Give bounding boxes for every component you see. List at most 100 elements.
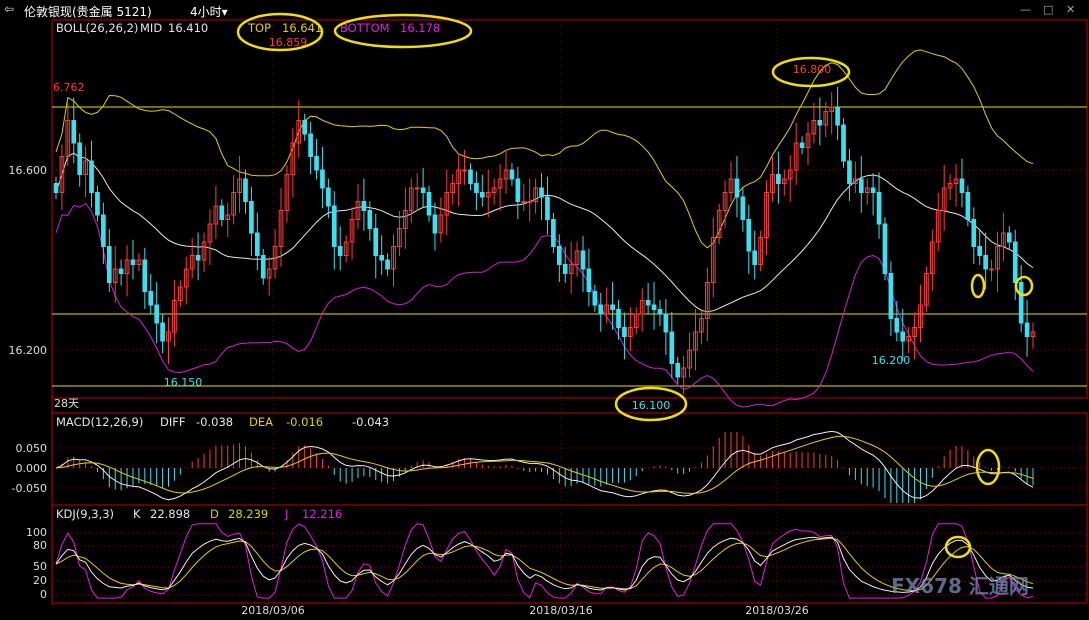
candle-body <box>89 160 94 193</box>
candle-body <box>414 187 420 190</box>
candle-body <box>651 304 657 310</box>
kdj-header-item: 22.898 <box>150 507 190 521</box>
candle-body <box>474 183 479 193</box>
candle-body <box>657 309 663 315</box>
period-selector[interactable]: 4小时▾ <box>190 5 228 19</box>
candle-body <box>154 304 159 324</box>
candle-body <box>373 228 379 256</box>
close-icon[interactable]: ✕ <box>1066 3 1076 16</box>
candle-body <box>740 196 746 220</box>
arrow-left-icon[interactable]: ⇦ <box>4 2 15 16</box>
minimize-icon[interactable]: — <box>1020 3 1031 16</box>
candle-body <box>616 309 621 328</box>
macd-header-item: -0.016 <box>286 415 323 429</box>
candle-body <box>787 169 793 180</box>
candle-body <box>995 246 1000 270</box>
candle-body <box>272 246 278 270</box>
candle-body <box>716 210 722 238</box>
candle-body <box>663 313 669 333</box>
candle-body <box>213 205 219 225</box>
boll-label: BOLL(26,26,2) <box>56 21 138 35</box>
candle-body <box>983 255 988 270</box>
candle-body <box>320 169 325 189</box>
candle-body <box>101 214 106 247</box>
candle-body <box>349 219 355 243</box>
macd-header-item: -0.043 <box>352 415 389 429</box>
candle-body <box>924 273 929 306</box>
y-tick-label: 50 <box>33 560 47 573</box>
candle-body <box>622 327 627 337</box>
candle-body <box>805 133 811 148</box>
symbol-name: 伦敦银现(贵金属 5121) <box>24 5 152 19</box>
macd-header-item: DEA <box>249 415 273 429</box>
candle-body <box>669 331 675 364</box>
candle-body <box>681 367 686 378</box>
candle-body <box>1012 241 1018 283</box>
candle-body <box>225 214 231 220</box>
candle-body <box>195 255 201 261</box>
highlight-circle <box>236 12 324 52</box>
candle-body <box>95 192 100 216</box>
candle-body <box>527 201 533 203</box>
candle-body <box>403 210 408 229</box>
candle-body <box>533 187 538 202</box>
candle-body <box>876 192 882 225</box>
y-tick-label: 0.000 <box>16 462 48 475</box>
candle-body <box>284 174 290 211</box>
candle-body <box>521 201 527 203</box>
maximize-icon[interactable]: □ <box>1043 3 1054 16</box>
candle-body <box>302 120 308 135</box>
highlight-circle <box>614 386 688 422</box>
candle-body <box>1018 282 1024 324</box>
candle-body <box>971 219 977 247</box>
candle-body <box>260 255 266 279</box>
highlight-circle <box>970 273 986 299</box>
y-tick-label: 80 <box>33 539 47 552</box>
boll-top-label: TOP <box>247 21 271 35</box>
candle-body <box>444 192 450 216</box>
candle-body <box>959 178 965 193</box>
candle-body <box>290 142 296 175</box>
candle-body <box>497 178 503 189</box>
kdj-header-item: KDJ(9,3,3) <box>56 507 114 521</box>
candle-body <box>539 187 544 198</box>
y-tick-label: 100 <box>26 526 47 539</box>
candle-body <box>900 331 906 342</box>
candle-body <box>468 169 473 184</box>
boll-lower-line <box>55 202 1034 408</box>
candle-body <box>77 142 83 175</box>
candle-body <box>509 169 515 180</box>
candle-body <box>592 291 598 306</box>
candle-body <box>397 228 402 247</box>
candle-body <box>361 201 367 211</box>
x-tick-label: 2018/03/06 <box>241 604 304 617</box>
y-tick-label: 0 <box>40 588 47 601</box>
candle-body <box>752 250 758 265</box>
candle-body <box>829 106 835 112</box>
candle-body <box>965 192 971 220</box>
boll-top-value: 16.641 <box>282 21 322 35</box>
kdj-header-item: J <box>284 507 288 521</box>
candle-body <box>172 300 177 333</box>
candle-body <box>266 268 272 279</box>
candle-body <box>420 187 426 193</box>
candle-body <box>432 214 438 234</box>
candle-body <box>699 318 704 333</box>
candle-body <box>764 192 769 238</box>
kdj-header-item: 12.216 <box>302 507 342 521</box>
candle-body <box>758 237 763 265</box>
candle-body <box>793 142 799 171</box>
kdj-d-line <box>55 537 1034 592</box>
candle-body <box>551 219 556 247</box>
price-annotation-low: 16.100 <box>632 399 671 412</box>
y-tick-label: -0.050 <box>12 482 47 495</box>
candle-body <box>355 201 361 220</box>
candle-body <box>853 178 858 184</box>
highlight-circle <box>771 56 851 88</box>
candle-body <box>308 133 313 157</box>
candle-body <box>1001 232 1006 247</box>
boll-mid-value: 16.410 <box>168 21 208 35</box>
candle-body <box>385 259 390 270</box>
price-annotation: 6.762 <box>53 81 85 94</box>
